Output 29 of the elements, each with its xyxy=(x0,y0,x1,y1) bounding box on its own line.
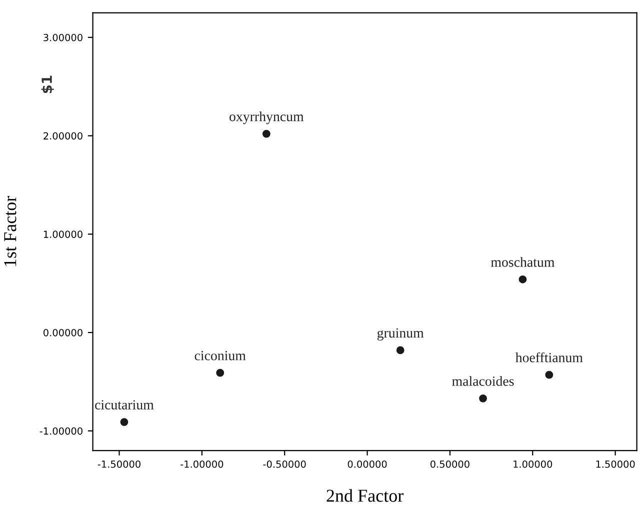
annotation: cicutarium xyxy=(95,400,154,410)
point xyxy=(262,130,270,138)
y-tick-label: -1.00000 xyxy=(40,427,82,435)
point xyxy=(396,346,404,354)
annotation: oxyrrhyncum xyxy=(230,111,304,124)
annotation: moschatum xyxy=(490,257,555,267)
x-tick-label: 1.50000 xyxy=(596,460,635,468)
y-tick-label: 0.00000 xyxy=(44,328,82,336)
x-tick-label: -1.00000 xyxy=(180,460,224,468)
point xyxy=(216,368,224,377)
annotation: malacoides xyxy=(452,376,514,386)
annotation: gruinum xyxy=(377,328,424,340)
text: $1 xyxy=(41,76,54,94)
x-axis-title: 2nd Factor xyxy=(326,489,404,502)
y-tick-label: 1.00000 xyxy=(44,230,82,238)
x-tick-label: -1.50000 xyxy=(98,460,140,468)
y-axis-title: 1st Factor xyxy=(4,196,16,266)
y-tick-label: 3.00000 xyxy=(44,34,82,42)
x-tick-label: -0.50000 xyxy=(263,460,306,468)
point xyxy=(545,370,554,379)
x-tick-label: 0.00000 xyxy=(348,460,387,468)
x-tick-label: 0.50000 xyxy=(430,460,470,468)
point xyxy=(479,394,487,402)
x-tick-label: 1.00000 xyxy=(514,460,552,468)
y-tick-label: 2.00000 xyxy=(44,132,82,140)
annotation: hoefftianum xyxy=(515,352,583,362)
point xyxy=(518,275,527,284)
point xyxy=(120,418,128,426)
annotation: ciconium xyxy=(194,350,246,360)
